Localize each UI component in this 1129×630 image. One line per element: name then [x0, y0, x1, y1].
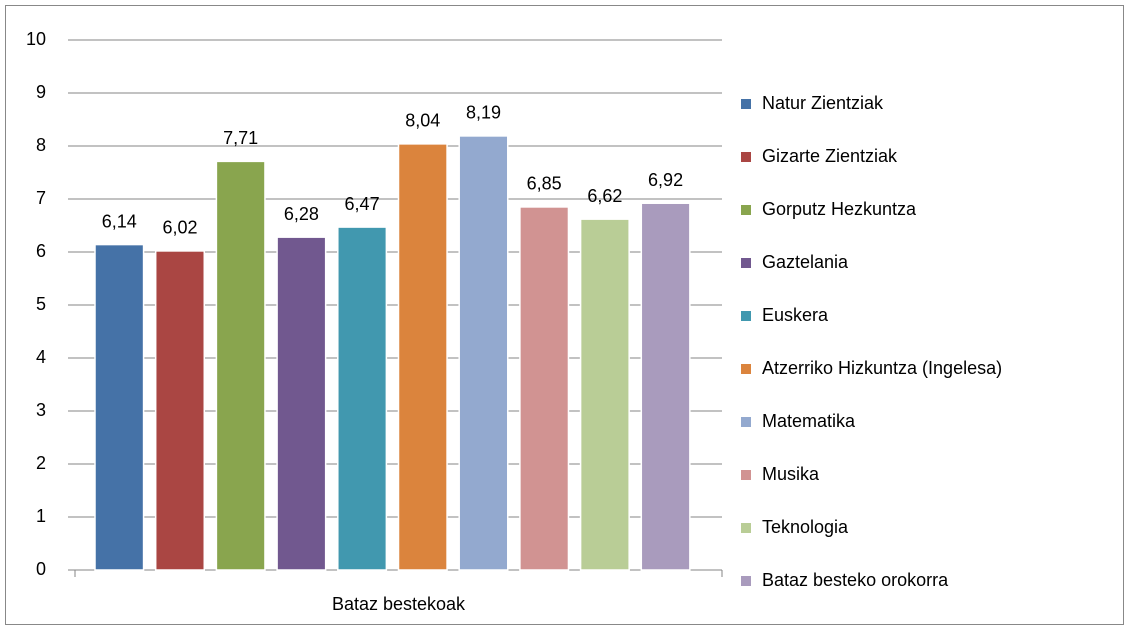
y-tick-label: 1 — [36, 506, 46, 526]
legend-swatch — [741, 523, 751, 533]
legend-swatch — [741, 205, 751, 215]
value-label: 8,04 — [405, 111, 440, 131]
legend-label: Gaztelania — [762, 252, 849, 272]
y-tick-label: 5 — [36, 294, 46, 314]
value-label: 6,02 — [162, 218, 197, 238]
bar — [337, 226, 388, 571]
bar — [94, 243, 145, 571]
legend-swatch — [741, 258, 751, 268]
legend-swatch — [741, 311, 751, 321]
x-tick-label: Bataz bestekoak — [332, 594, 466, 614]
legend-swatch — [741, 99, 751, 109]
y-tick-label: 7 — [36, 188, 46, 208]
legend-label: Musika — [762, 464, 820, 484]
value-label: 6,28 — [284, 204, 319, 224]
bar — [397, 143, 448, 571]
legend-swatch — [741, 470, 751, 480]
legend-label: Teknologia — [762, 517, 849, 537]
y-tick-label: 0 — [36, 559, 46, 579]
y-tick-label: 9 — [36, 82, 46, 102]
value-label: 8,19 — [466, 103, 501, 123]
value-label: 6,85 — [527, 174, 562, 194]
bar — [215, 160, 266, 571]
value-label: 6,62 — [587, 186, 622, 206]
y-tick-label: 8 — [36, 135, 46, 155]
bar — [519, 206, 570, 571]
bar — [458, 135, 509, 571]
value-label: 7,71 — [223, 128, 258, 148]
legend-label: Gizarte Zientziak — [762, 146, 898, 166]
legend-swatch — [741, 364, 751, 374]
legend-label: Gorputz Hezkuntza — [762, 199, 917, 219]
y-tick-label: 4 — [36, 347, 46, 367]
legend-swatch — [741, 576, 751, 586]
y-tick-label: 2 — [36, 453, 46, 473]
y-tick-label: 10 — [26, 29, 46, 49]
bar — [579, 218, 630, 571]
bar — [640, 202, 691, 571]
legend-swatch — [741, 152, 751, 162]
legend-label: Bataz besteko orokorra — [762, 570, 949, 590]
legend-label: Euskera — [762, 305, 829, 325]
legend-label: Matematika — [762, 411, 856, 431]
value-label: 6,14 — [102, 211, 137, 231]
value-label: 6,47 — [345, 194, 380, 214]
y-tick-label: 6 — [36, 241, 46, 261]
legend-label: Atzerriko Hizkuntza (Ingelesa) — [762, 358, 1002, 378]
legend-label: Natur Zientziak — [762, 93, 884, 113]
legend-swatch — [741, 417, 751, 427]
bar — [154, 250, 206, 571]
bar — [276, 236, 327, 571]
y-tick-label: 3 — [36, 400, 46, 420]
value-label: 6,92 — [648, 170, 683, 190]
